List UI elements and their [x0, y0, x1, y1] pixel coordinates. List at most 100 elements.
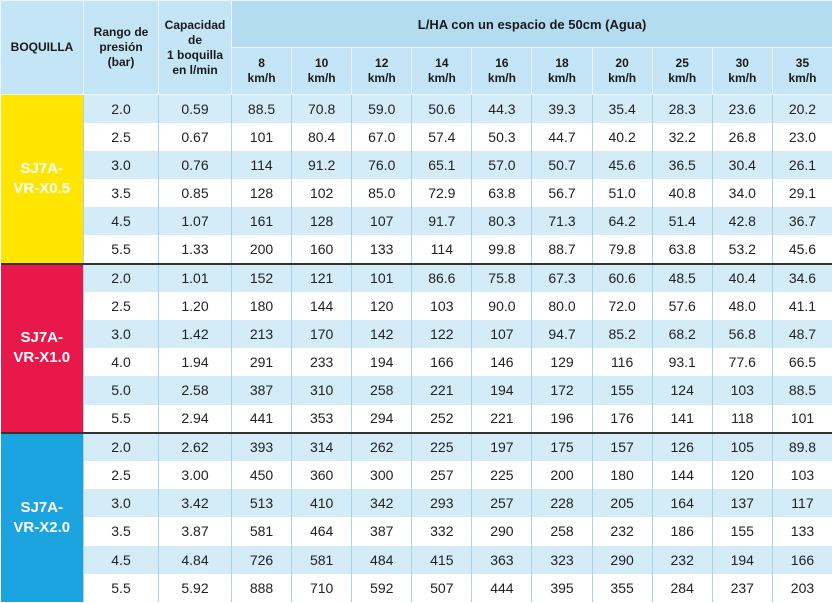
value-cell: 180	[591, 460, 653, 490]
value-cell: 70.8	[291, 94, 353, 123]
value-cell: 68.2	[651, 320, 713, 349]
value-cell: 122	[411, 320, 473, 349]
value-cell: 888	[230, 573, 293, 602]
value-cell: 93.1	[651, 348, 713, 377]
value-cell: 258	[351, 376, 413, 405]
value-cell: 160	[291, 235, 353, 264]
value-cell: 86.6	[411, 262, 473, 292]
text-line: km/h	[548, 71, 577, 85]
text-line: km/h	[608, 71, 637, 85]
value-cell: 5.92	[158, 573, 232, 602]
value-cell: 34.6	[771, 262, 832, 292]
data-row: SJ7A- VR-X1.0 2.0 1.01 152 121 101 86.6 75.8 67.3…	[0, 262, 832, 433]
value-cell: 2.62	[158, 431, 232, 461]
value-cell: 225	[411, 431, 473, 461]
value-cell: 75.8	[471, 262, 533, 292]
value-cell: 118	[711, 404, 773, 433]
text-line: Rango de	[93, 25, 149, 39]
value-cell: 40.4	[711, 262, 773, 292]
value-cell: 441	[230, 404, 293, 433]
data-row: 4.5 4.84 726 581 484 415 363 323 290 232 194 166	[1, 545, 832, 574]
value-cell: 80.0	[531, 291, 593, 320]
value-cell: 57.0	[471, 150, 533, 180]
value-cell: 39.3	[531, 94, 593, 123]
text-line: VR-X0.5	[13, 179, 71, 197]
value-cell: 4.84	[158, 545, 232, 574]
value-cell: 137	[711, 489, 773, 518]
value-cell: 152	[230, 262, 293, 292]
value-cell: 1.42	[158, 320, 232, 349]
value-cell: 57.6	[651, 291, 713, 320]
value-cell: 3.42	[158, 489, 232, 518]
text-line: VR-X2.0	[13, 518, 71, 536]
value-cell: 0.59	[158, 94, 232, 123]
value-cell: 116	[591, 348, 653, 377]
text-line: 25	[675, 56, 689, 70]
value-cell: 200	[230, 235, 293, 264]
text-line: 8	[258, 56, 265, 70]
value-cell: 20.2	[771, 94, 832, 123]
value-cell: 79.8	[591, 235, 653, 264]
value-cell: 175	[531, 431, 593, 461]
value-cell: 197	[471, 431, 533, 461]
value-cell: 284	[651, 573, 713, 602]
value-cell: 102	[291, 179, 353, 208]
value-cell: 2.0	[83, 262, 159, 292]
speed-header: 30 km/h	[711, 47, 773, 95]
text-line: VR-X1.0	[13, 349, 71, 367]
value-cell: 323	[531, 545, 593, 574]
value-cell: 45.6	[591, 150, 653, 180]
value-cell: 3.5	[83, 179, 159, 208]
value-cell: 90.0	[471, 291, 533, 320]
value-cell: 252	[411, 404, 473, 433]
value-cell: 51.4	[651, 207, 713, 236]
value-cell: 592	[351, 573, 413, 602]
data-row: 3.0 0.76 114 91.2 76.0 65.1 57.0 50.7 45.6 36.5 30…	[1, 150, 832, 180]
text-line: (bar)	[107, 55, 135, 69]
value-cell: 48.0	[711, 291, 773, 320]
value-cell: 196	[531, 404, 593, 433]
value-cell: 258	[531, 517, 593, 546]
value-cell: 30.4	[711, 150, 773, 180]
text-line: 20	[615, 56, 629, 70]
value-cell: 63.8	[651, 235, 713, 264]
value-cell: 94.7	[531, 320, 593, 349]
value-cell: 225	[471, 460, 533, 490]
value-cell: 444	[471, 573, 533, 602]
value-cell: 88.5	[771, 376, 832, 405]
value-cell: 415	[411, 545, 473, 574]
value-cell: 300	[351, 460, 413, 490]
value-cell: 144	[291, 291, 353, 320]
value-cell: 64.2	[591, 207, 653, 236]
value-cell: 3.0	[83, 150, 159, 180]
data-row: 3.5 3.87 581 464 387 332 290 258 232 186 155 133	[1, 517, 832, 546]
value-cell: 60.6	[591, 262, 653, 292]
value-cell: 29.1	[771, 179, 832, 208]
value-cell: 221	[471, 404, 533, 433]
value-cell: 176	[591, 404, 653, 433]
value-cell: 387	[351, 517, 413, 546]
value-cell: 194	[711, 545, 773, 574]
text-line: km/h	[247, 71, 276, 85]
value-cell: 2.58	[158, 376, 232, 405]
value-cell: 142	[351, 320, 413, 349]
value-cell: 80.4	[291, 122, 353, 151]
value-cell: 710	[291, 573, 353, 602]
value-cell: 4.5	[83, 545, 159, 574]
nozzle-cell: SJ7A- VR-X1.0	[0, 262, 84, 433]
value-cell: 44.3	[471, 94, 533, 123]
value-cell: 48.5	[651, 262, 713, 292]
nozzle-cell: SJ7A- VR-X2.0	[0, 431, 84, 602]
value-cell: 51.0	[591, 179, 653, 208]
value-cell: 4.0	[83, 348, 159, 377]
value-cell: 129	[531, 348, 593, 377]
value-cell: 41.1	[771, 291, 832, 320]
value-cell: 3.00	[158, 460, 232, 490]
value-cell: 213	[230, 320, 293, 349]
value-cell: 166	[411, 348, 473, 377]
value-cell: 203	[771, 573, 832, 602]
value-cell: 395	[531, 573, 593, 602]
value-cell: 5.0	[83, 376, 159, 405]
value-cell: 353	[291, 404, 353, 433]
